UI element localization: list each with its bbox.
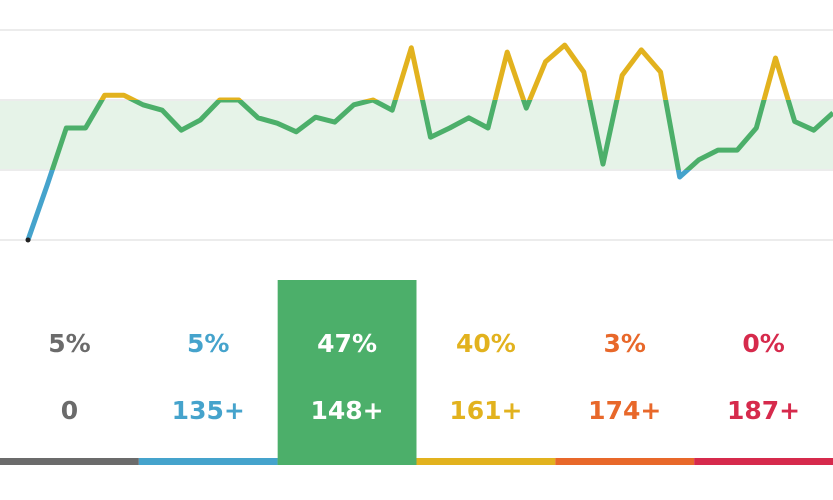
zone-threshold: 0 <box>61 396 78 425</box>
zone-threshold: 187+ <box>727 396 800 425</box>
zone-percent: 47% <box>317 329 377 358</box>
zone-highlight <box>277 280 417 465</box>
zone-bar <box>277 458 417 465</box>
zone-threshold: 135+ <box>172 396 245 425</box>
zone-percent: 40% <box>456 329 516 358</box>
zone-threshold: 174+ <box>588 396 661 425</box>
zone-threshold: 148+ <box>311 396 384 425</box>
zone-percent: 5% <box>48 329 90 358</box>
glucose-line <box>49 100 833 170</box>
zone-percent: 5% <box>187 329 229 358</box>
zone-percent: 3% <box>604 329 646 358</box>
start-dot <box>25 237 31 243</box>
zone-percent: 0% <box>742 329 784 358</box>
zone-threshold: 161+ <box>449 396 522 425</box>
zone-bar <box>138 458 278 465</box>
zone-bar <box>416 458 556 465</box>
target-band <box>0 100 833 170</box>
zone-bar <box>555 458 695 465</box>
zone-bar <box>0 458 139 465</box>
zone-bar <box>694 458 833 465</box>
